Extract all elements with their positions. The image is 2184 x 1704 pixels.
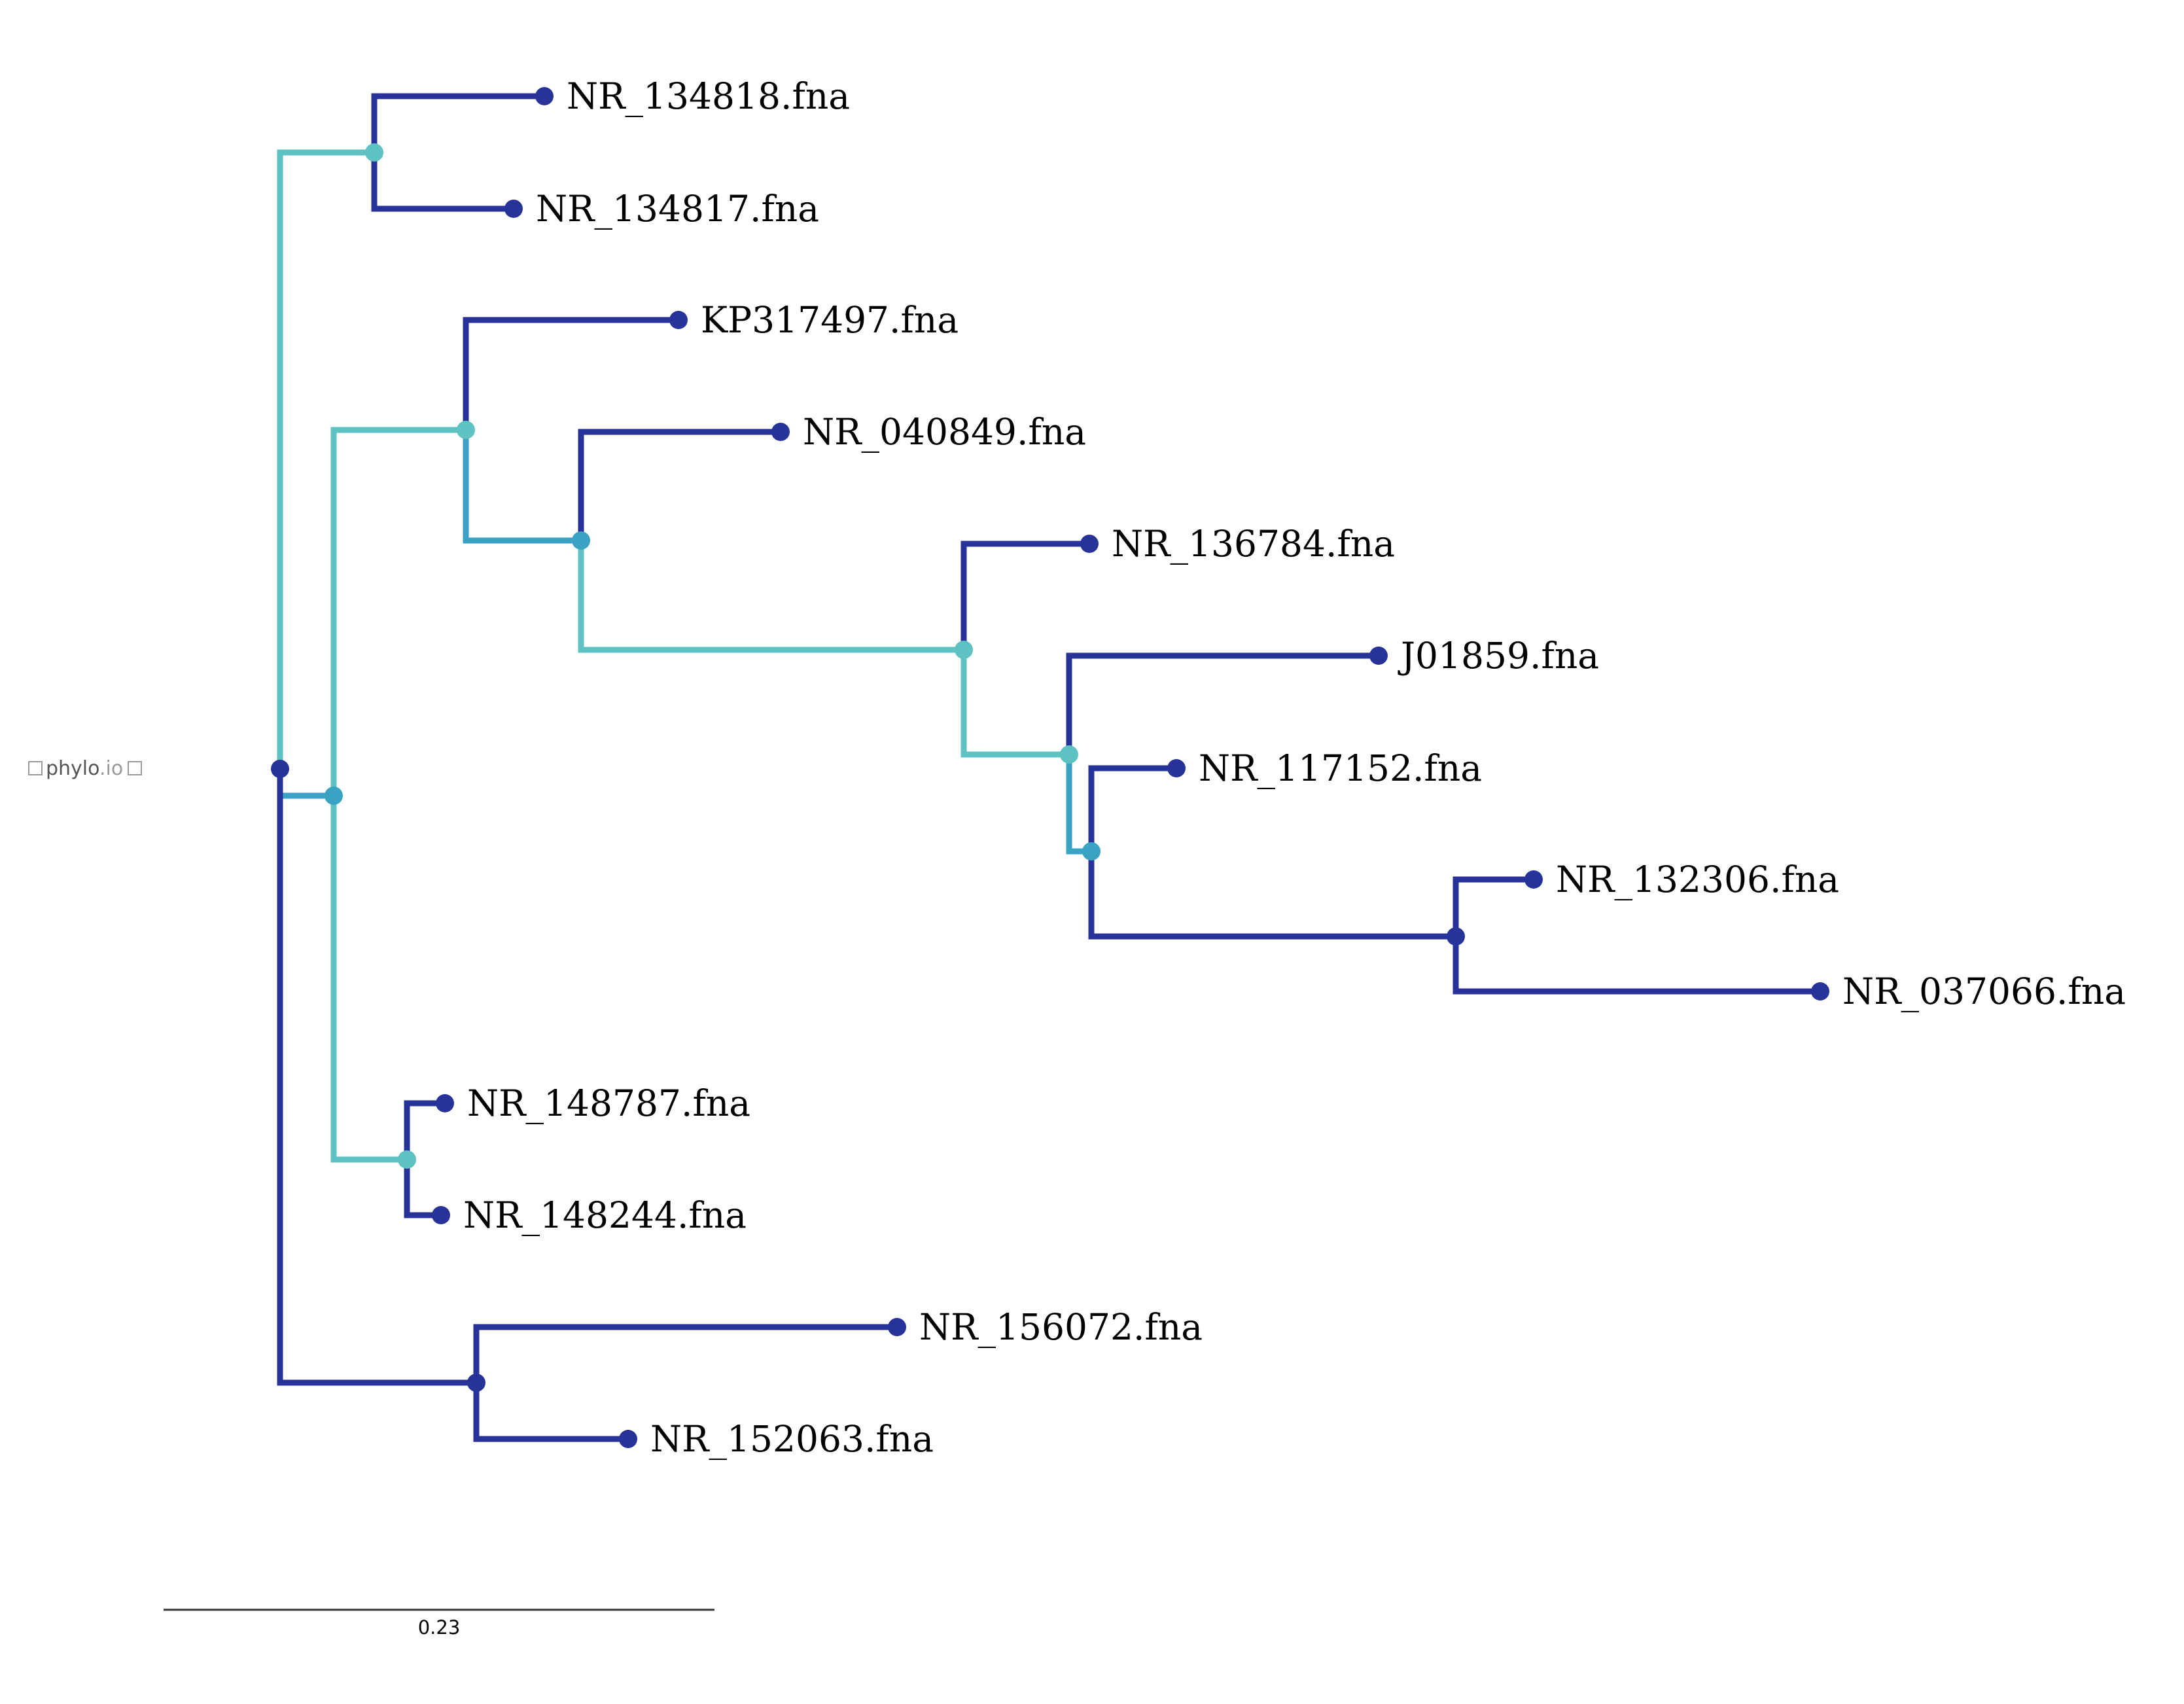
internal-node[interactable]: [955, 641, 973, 659]
internal-node[interactable]: [398, 1150, 416, 1169]
leaf-label: NR_148787.fna: [467, 1082, 750, 1124]
leaf-label: NR_152063.fna: [650, 1418, 934, 1460]
tree-branch: [277, 769, 476, 1386]
leaf-label: NR_037066.fna: [1842, 970, 2126, 1012]
leaf-node[interactable]: [1524, 870, 1543, 889]
tree-branch: [371, 152, 514, 212]
tree-branch: [1453, 936, 1820, 995]
leaf-node[interactable]: [432, 1206, 450, 1224]
scale-bar: 0.23: [164, 1608, 714, 1639]
tree-branch: [463, 430, 581, 544]
tree-branch: [371, 93, 544, 152]
tree-branch: [277, 149, 374, 769]
leaf-label: NR_132306.fna: [1556, 859, 1839, 900]
leaf-label: NR_136784.fna: [1112, 523, 1395, 565]
tree-branch: [1088, 765, 1176, 851]
leaf-node[interactable]: [1811, 982, 1829, 1001]
leaf-node[interactable]: [1369, 647, 1388, 665]
leaf-label: NR_156072.fna: [919, 1306, 1203, 1348]
tree-branch: [463, 317, 678, 430]
tree-branch: [1066, 652, 1379, 754]
tree-branch: [473, 1383, 628, 1442]
internal-node[interactable]: [572, 531, 590, 550]
leaf-node[interactable]: [669, 311, 688, 329]
leaf-labels: NR_134818.fna NR_134817.fna KP317497.fna NR…: [463, 75, 2126, 1460]
tree-branch: [404, 1100, 445, 1160]
share-icon: [28, 761, 43, 775]
leaf-node[interactable]: [535, 87, 554, 105]
leaf-label: KP317497.fna: [701, 299, 959, 341]
leaf-node[interactable]: [1167, 759, 1186, 777]
leaf-node[interactable]: [771, 423, 790, 441]
scale-bar-label: 0.23: [418, 1616, 461, 1639]
tree-branch: [330, 796, 407, 1163]
leaf-label: NR_134817.fna: [536, 188, 819, 230]
internal-node[interactable]: [1447, 927, 1465, 946]
tree-branch: [330, 427, 466, 796]
internal-node[interactable]: [1060, 745, 1078, 764]
tree-branch: [960, 541, 1089, 650]
tree-branch: [578, 541, 964, 653]
leaf-node[interactable]: [888, 1318, 906, 1336]
tree-branch: [1066, 754, 1091, 855]
leaf-node[interactable]: [619, 1430, 637, 1448]
tree-branch: [1453, 876, 1534, 936]
tree-nodes: [271, 87, 1829, 1448]
leaf-label: J01859.fna: [1398, 635, 1599, 677]
leaf-node[interactable]: [1080, 535, 1099, 553]
tree-branch: [473, 1324, 897, 1383]
logo-main-text: phylo: [46, 757, 99, 780]
internal-node[interactable]: [365, 143, 383, 162]
leaf-label: NR_040849.fna: [803, 411, 1086, 453]
tree-branch: [404, 1160, 441, 1218]
internal-node[interactable]: [457, 421, 475, 439]
internal-node[interactable]: [325, 787, 343, 805]
tree-branch: [578, 429, 781, 541]
leaf-node[interactable]: [436, 1094, 454, 1112]
logo-suffix-text: .io: [99, 757, 123, 780]
internal-node[interactable]: [271, 760, 289, 778]
internal-node[interactable]: [1082, 842, 1101, 861]
leaf-label: NR_134818.fna: [567, 75, 850, 117]
internal-node[interactable]: [467, 1374, 485, 1392]
leaf-node[interactable]: [504, 200, 523, 218]
leaf-label: NR_148244.fna: [463, 1194, 747, 1236]
svg-text:phylo.io: phylo.io: [46, 757, 123, 780]
tree-branch: [1088, 851, 1456, 940]
tree-branches: [277, 93, 1820, 1442]
export-icon: [128, 761, 142, 775]
leaf-label: NR_117152.fna: [1199, 747, 1482, 789]
tree-branch: [960, 650, 1069, 758]
phylo-io-logo: phylo.io: [28, 757, 142, 780]
